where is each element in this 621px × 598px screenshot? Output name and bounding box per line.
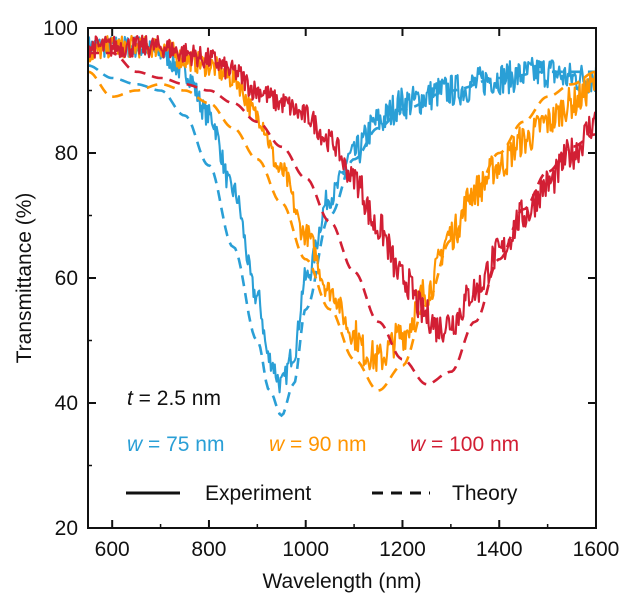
x-tick-label-1600: 1600 (573, 538, 620, 561)
y-tick-label-40: 40 (55, 392, 78, 415)
x-tick-label-1400: 1400 (476, 538, 523, 561)
y-tick-label-60: 60 (55, 267, 78, 290)
label-w75-var: w (127, 433, 144, 456)
label-w100-var: w (410, 433, 427, 456)
x-tick-label-1000: 1000 (282, 538, 329, 561)
y-tick-label-100: 100 (43, 17, 78, 40)
experiment-line-w100 (88, 34, 596, 343)
y-tick-label-80: 80 (55, 142, 78, 165)
experiment-line-w75 (88, 35, 596, 394)
label-w90-var: w (269, 433, 286, 456)
y-tick-label-20: 20 (55, 517, 78, 540)
legend-experiment-label: Experiment (205, 482, 311, 505)
x-axis-title: Wavelength (nm) (262, 570, 421, 593)
series-layer (88, 34, 596, 418)
label-w90-value: = 90 nm (284, 433, 366, 456)
thickness-label: t = 2.5 nm (127, 387, 221, 410)
label-w100-value: = 100 nm (425, 433, 519, 456)
label-w75: w = 75 nm (127, 433, 224, 456)
y-axis-title: Transmittance (%) (13, 193, 36, 364)
label-w100: w = 100 nm (410, 433, 519, 456)
axis-ticks: 600 800 1000 1200 1400 1600 20 40 60 80 100 (43, 17, 619, 561)
x-tick-label-1200: 1200 (379, 538, 426, 561)
x-tick-label-600: 600 (95, 538, 130, 561)
legend-theory-label: Theory (452, 482, 518, 505)
label-w75-value: = 75 nm (142, 433, 224, 456)
thickness-var: t (127, 387, 134, 410)
label-w90: w = 90 nm (269, 433, 366, 456)
thickness-value: = 2.5 nm (133, 387, 221, 410)
x-tick-label-800: 800 (191, 538, 226, 561)
theory-line-w100 (88, 51, 596, 386)
theory-line-w90 (88, 70, 596, 392)
theory-line-w75 (88, 64, 595, 418)
